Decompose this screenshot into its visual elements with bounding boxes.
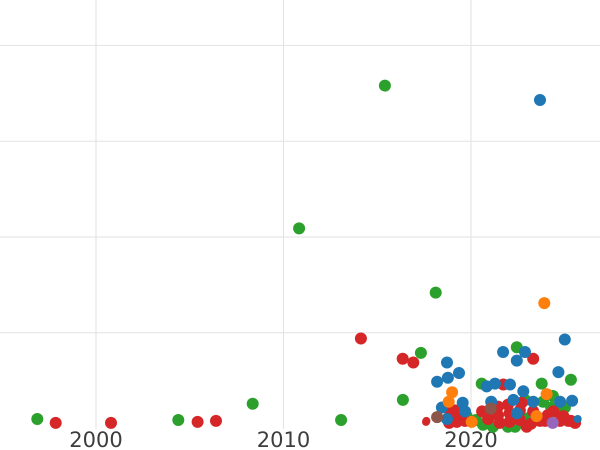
data-point-red: [210, 414, 222, 427]
data-point-red: [503, 415, 516, 428]
data-point-blue: [517, 385, 530, 398]
data-point-blue: [534, 94, 546, 106]
data-point-red: [191, 415, 204, 428]
data-point-blue: [510, 354, 523, 367]
data-point-orange: [540, 388, 553, 401]
x-tick-label-2000: 2000: [69, 428, 122, 450]
data-point-blue: [453, 367, 465, 379]
data-point-orange: [465, 415, 478, 428]
data-point-green: [172, 414, 185, 426]
data-point-blue: [441, 371, 454, 384]
data-point-orange: [446, 386, 459, 399]
data-point-orange: [530, 410, 543, 423]
data-point-red: [105, 416, 117, 429]
data-point-brown: [431, 411, 444, 424]
data-point-blue: [441, 356, 453, 369]
data-point-green: [246, 397, 259, 410]
data-point-blue: [459, 405, 471, 418]
data-point-red: [407, 356, 420, 369]
data-point-red: [422, 416, 431, 425]
data-point-blue: [441, 413, 453, 425]
data-point-green: [396, 393, 409, 406]
data-point-purple: [546, 416, 559, 429]
data-point-green: [293, 222, 306, 235]
data-point-blue: [497, 346, 510, 358]
data-point-blue: [519, 346, 531, 358]
x-tick-label-2010: 2010: [257, 428, 310, 450]
data-point-green: [535, 377, 548, 390]
data-point-green: [335, 414, 348, 426]
data-point-blue: [507, 393, 520, 406]
data-point-orange: [442, 395, 455, 408]
data-point-blue: [566, 394, 579, 407]
data-point-blue: [510, 407, 523, 420]
data-point-blue: [552, 366, 565, 379]
data-point-green: [429, 286, 442, 299]
data-point-orange: [538, 297, 551, 310]
data-point-red: [396, 352, 409, 365]
data-point-blue: [527, 395, 540, 408]
data-point-blue: [431, 375, 444, 388]
data-point-red: [49, 416, 62, 429]
data-point-blue: [554, 395, 567, 408]
data-point-red: [547, 405, 560, 418]
data-point-green: [564, 373, 577, 386]
data-point-red: [354, 332, 367, 345]
data-point-green: [378, 79, 391, 92]
data-point-red: [527, 352, 540, 365]
x-tick-label-2020: 2020: [444, 428, 497, 450]
data-point-green: [31, 413, 44, 425]
data-point-red: [482, 413, 495, 425]
data-point-blue: [573, 415, 582, 423]
data-point-blue: [558, 333, 571, 346]
data-point-blue: [489, 377, 501, 390]
data-point-brown: [484, 402, 497, 415]
data-point-red: [493, 416, 506, 429]
data-point-green: [414, 346, 427, 359]
data-point-blue: [504, 378, 516, 391]
